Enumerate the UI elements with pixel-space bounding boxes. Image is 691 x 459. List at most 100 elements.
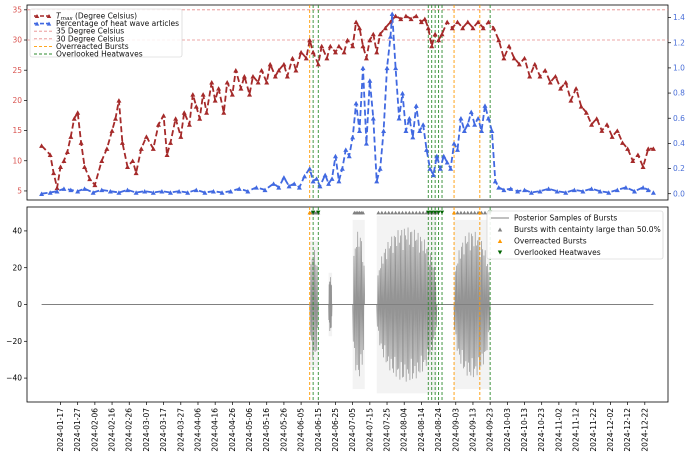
- series-point-1: [393, 65, 399, 71]
- series-point-0: [250, 73, 256, 79]
- series-point-0: [522, 55, 528, 61]
- series-point-1: [296, 185, 302, 190]
- series-point-1: [563, 190, 569, 195]
- burst-marker: [424, 210, 429, 215]
- x-tick-label: 2024-05-26: [279, 408, 288, 452]
- series-point-0: [604, 122, 610, 127]
- bursts-panel: 40 20 0 −20 −40 2024-01-17 2024-01-27 2024-02-…: [6, 206, 669, 452]
- series-point-1: [150, 190, 156, 195]
- series-point-1: [454, 147, 460, 152]
- series-point-1: [262, 187, 268, 193]
- series-point-0: [204, 110, 210, 115]
- right-tick-label: 0.6: [673, 114, 685, 123]
- series-point-1: [427, 166, 433, 171]
- series-point-0: [264, 80, 270, 85]
- series-point-1: [68, 187, 74, 193]
- series-point-1: [202, 190, 208, 195]
- top-legend-marker: [34, 21, 40, 26]
- top-legend-box: [29, 8, 183, 58]
- series-point-0: [568, 98, 574, 103]
- series-point-0: [303, 55, 309, 61]
- series-point-0: [625, 146, 631, 151]
- overreacted-marker: [307, 210, 312, 215]
- x-tick-label: 2024-06-15: [314, 408, 323, 452]
- series-point-0: [193, 104, 199, 109]
- series-point-1: [47, 190, 53, 195]
- burst-samples-3: [376, 227, 438, 382]
- series-point-0: [319, 43, 325, 49]
- overlooked-marker: [436, 210, 441, 215]
- burst-marker: [383, 210, 388, 215]
- series-point-1: [479, 128, 485, 134]
- series-point-0: [104, 146, 110, 151]
- series-point-1: [326, 181, 332, 186]
- series-point-1: [448, 166, 454, 171]
- series-point-0: [315, 61, 321, 67]
- series-point-0: [439, 31, 445, 37]
- series-point-1: [54, 188, 60, 194]
- series-point-1: [640, 185, 646, 190]
- series-point-0: [563, 80, 569, 85]
- burst-marker: [360, 210, 365, 215]
- series-point-0: [161, 113, 167, 118]
- x-tick-label: 2024-08-24: [434, 408, 443, 452]
- series-point-1: [389, 11, 395, 17]
- x-tick-label: 2024-07-15: [365, 408, 374, 452]
- series-point-0: [341, 49, 347, 55]
- series-point-0: [164, 152, 170, 157]
- series-point-1: [430, 172, 436, 178]
- x-tick-label: 2024-08-04: [400, 408, 409, 452]
- series-point-1: [475, 115, 481, 121]
- left-tick-label: 15: [12, 126, 22, 135]
- series-point-1: [302, 173, 308, 179]
- series-point-1: [597, 188, 603, 194]
- x-tick-label: 2024-11-12: [572, 408, 581, 452]
- right-tick-label: 0.2: [673, 164, 685, 173]
- series-point-0: [345, 37, 350, 43]
- series-point-0: [233, 67, 239, 73]
- series-point-0: [130, 158, 136, 164]
- series-point-0: [92, 182, 98, 188]
- series-point-1: [133, 190, 139, 195]
- burst-marker: [390, 210, 395, 215]
- series-point-1: [125, 187, 131, 193]
- bottom-legend-label-2: Overreacted Bursts: [514, 237, 587, 246]
- series-point-0: [537, 73, 543, 79]
- series-point-0: [374, 49, 380, 55]
- series-point-0: [336, 43, 342, 49]
- series-point-1: [406, 115, 412, 121]
- x-tick-label: 2024-01-27: [73, 408, 82, 452]
- burst-samples-0: [309, 249, 319, 358]
- series-point-1: [515, 188, 521, 194]
- series-point-0: [635, 152, 641, 157]
- burst-marker: [427, 210, 432, 215]
- series-point-0: [511, 55, 517, 61]
- series-point-0: [436, 37, 442, 43]
- series-point-1: [363, 141, 369, 146]
- series-point-0: [173, 116, 179, 121]
- burst-marker: [469, 210, 474, 215]
- overlooked-marker: [426, 210, 431, 215]
- bottom-legend-box: [486, 210, 664, 260]
- series-point-1: [522, 187, 528, 193]
- series-point-0: [39, 143, 45, 148]
- series-point-0: [200, 92, 206, 97]
- series-point-1: [142, 188, 148, 194]
- series-point-1: [444, 160, 450, 165]
- x-tick-label: 2024-11-22: [589, 408, 598, 452]
- series-point-1: [387, 34, 393, 39]
- series-point-1: [39, 191, 45, 196]
- series-point-0: [181, 110, 187, 115]
- series-point-1: [317, 183, 323, 189]
- x-tick-label: 2024-02-06: [90, 408, 99, 452]
- series-point-0: [470, 25, 476, 31]
- x-tick-label: 2024-06-25: [331, 408, 340, 452]
- x-tick-label: 2024-03-17: [159, 408, 168, 452]
- x-tick-label: 2024-09-03: [451, 408, 460, 452]
- series-point-1: [329, 176, 335, 181]
- series-point-1: [350, 134, 356, 140]
- bottom-legend-marker: [497, 250, 503, 255]
- series-point-0: [87, 176, 93, 182]
- series-point-0: [133, 170, 139, 176]
- series-point-0: [47, 152, 53, 157]
